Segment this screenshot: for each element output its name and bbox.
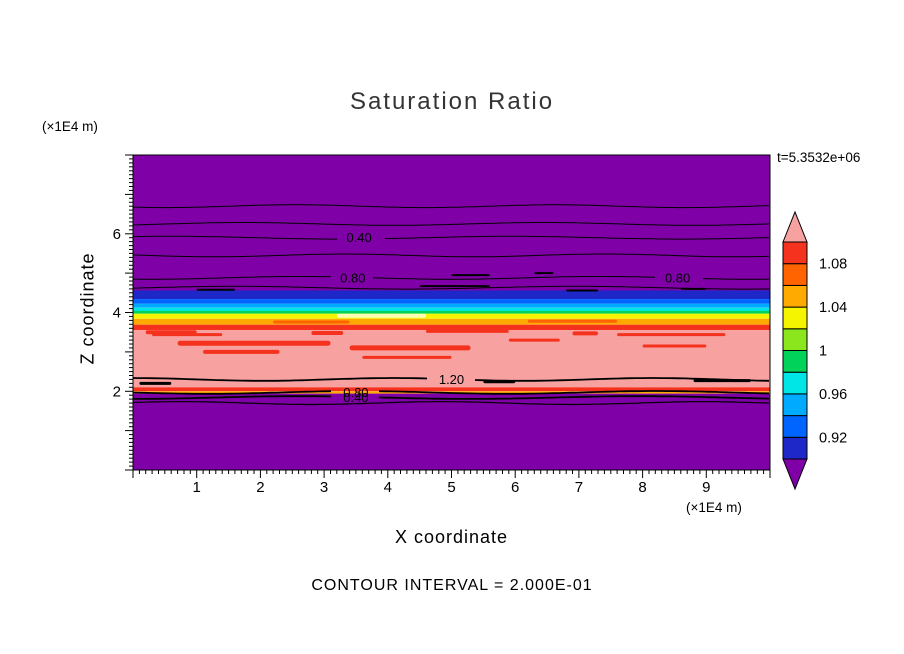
svg-text:4: 4 xyxy=(113,305,121,322)
svg-text:2: 2 xyxy=(256,479,264,496)
svg-text:0.80: 0.80 xyxy=(665,270,690,285)
svg-text:7: 7 xyxy=(575,479,583,496)
svg-text:0.80: 0.80 xyxy=(340,270,365,285)
contour-lines xyxy=(133,204,770,406)
svg-text:0.96: 0.96 xyxy=(819,387,847,403)
svg-text:5: 5 xyxy=(447,479,455,496)
contour-labels: 0.400.80 0.801.200.800.40 xyxy=(340,230,690,405)
svg-text:3: 3 xyxy=(320,479,328,496)
x-axis-units-label: (×1E4 m) xyxy=(686,500,742,515)
svg-text:2: 2 xyxy=(113,383,121,400)
chart-title: Saturation Ratio xyxy=(349,88,555,115)
svg-text:9: 9 xyxy=(702,479,710,496)
time-annotation: t=5.3532e+06 xyxy=(777,150,861,165)
colorbar-segments xyxy=(782,241,808,460)
colorbar-under-arrow xyxy=(782,458,808,491)
colorbar: 0.92 0.96 1 1.04 1.08 xyxy=(782,210,847,491)
plot-field xyxy=(133,155,770,470)
svg-text:1.08: 1.08 xyxy=(819,257,847,273)
svg-text:0.80: 0.80 xyxy=(343,385,368,400)
svg-text:0.40: 0.40 xyxy=(343,390,368,405)
svg-text:1.20: 1.20 xyxy=(439,372,464,387)
z-axis-units-label: (×1E4 m) xyxy=(42,119,98,134)
svg-text:1: 1 xyxy=(819,344,827,360)
svg-text:6: 6 xyxy=(511,479,519,496)
tick-labels: 1 2 3 4 5 6 7 8 9 2 4 6 xyxy=(113,226,711,496)
svg-text:8: 8 xyxy=(638,479,646,496)
svg-text:1: 1 xyxy=(193,479,201,496)
x-axis-title: X coordinate xyxy=(394,527,509,547)
colorbar-over-arrow xyxy=(782,210,808,243)
svg-text:0.40: 0.40 xyxy=(346,230,371,245)
z-axis-title: Z coordinate xyxy=(77,252,98,365)
contour-interval-note: CONTOUR INTERVAL = 2.000E-01 xyxy=(311,577,593,594)
svg-text:0.92: 0.92 xyxy=(819,430,847,446)
svg-text:6: 6 xyxy=(113,226,121,243)
color-bands xyxy=(133,155,770,470)
axis-ticks xyxy=(125,154,771,478)
colorbar-labels: 0.92 0.96 1 1.04 1.08 xyxy=(819,257,847,447)
svg-text:1.04: 1.04 xyxy=(819,300,847,316)
svg-text:4: 4 xyxy=(384,479,392,496)
